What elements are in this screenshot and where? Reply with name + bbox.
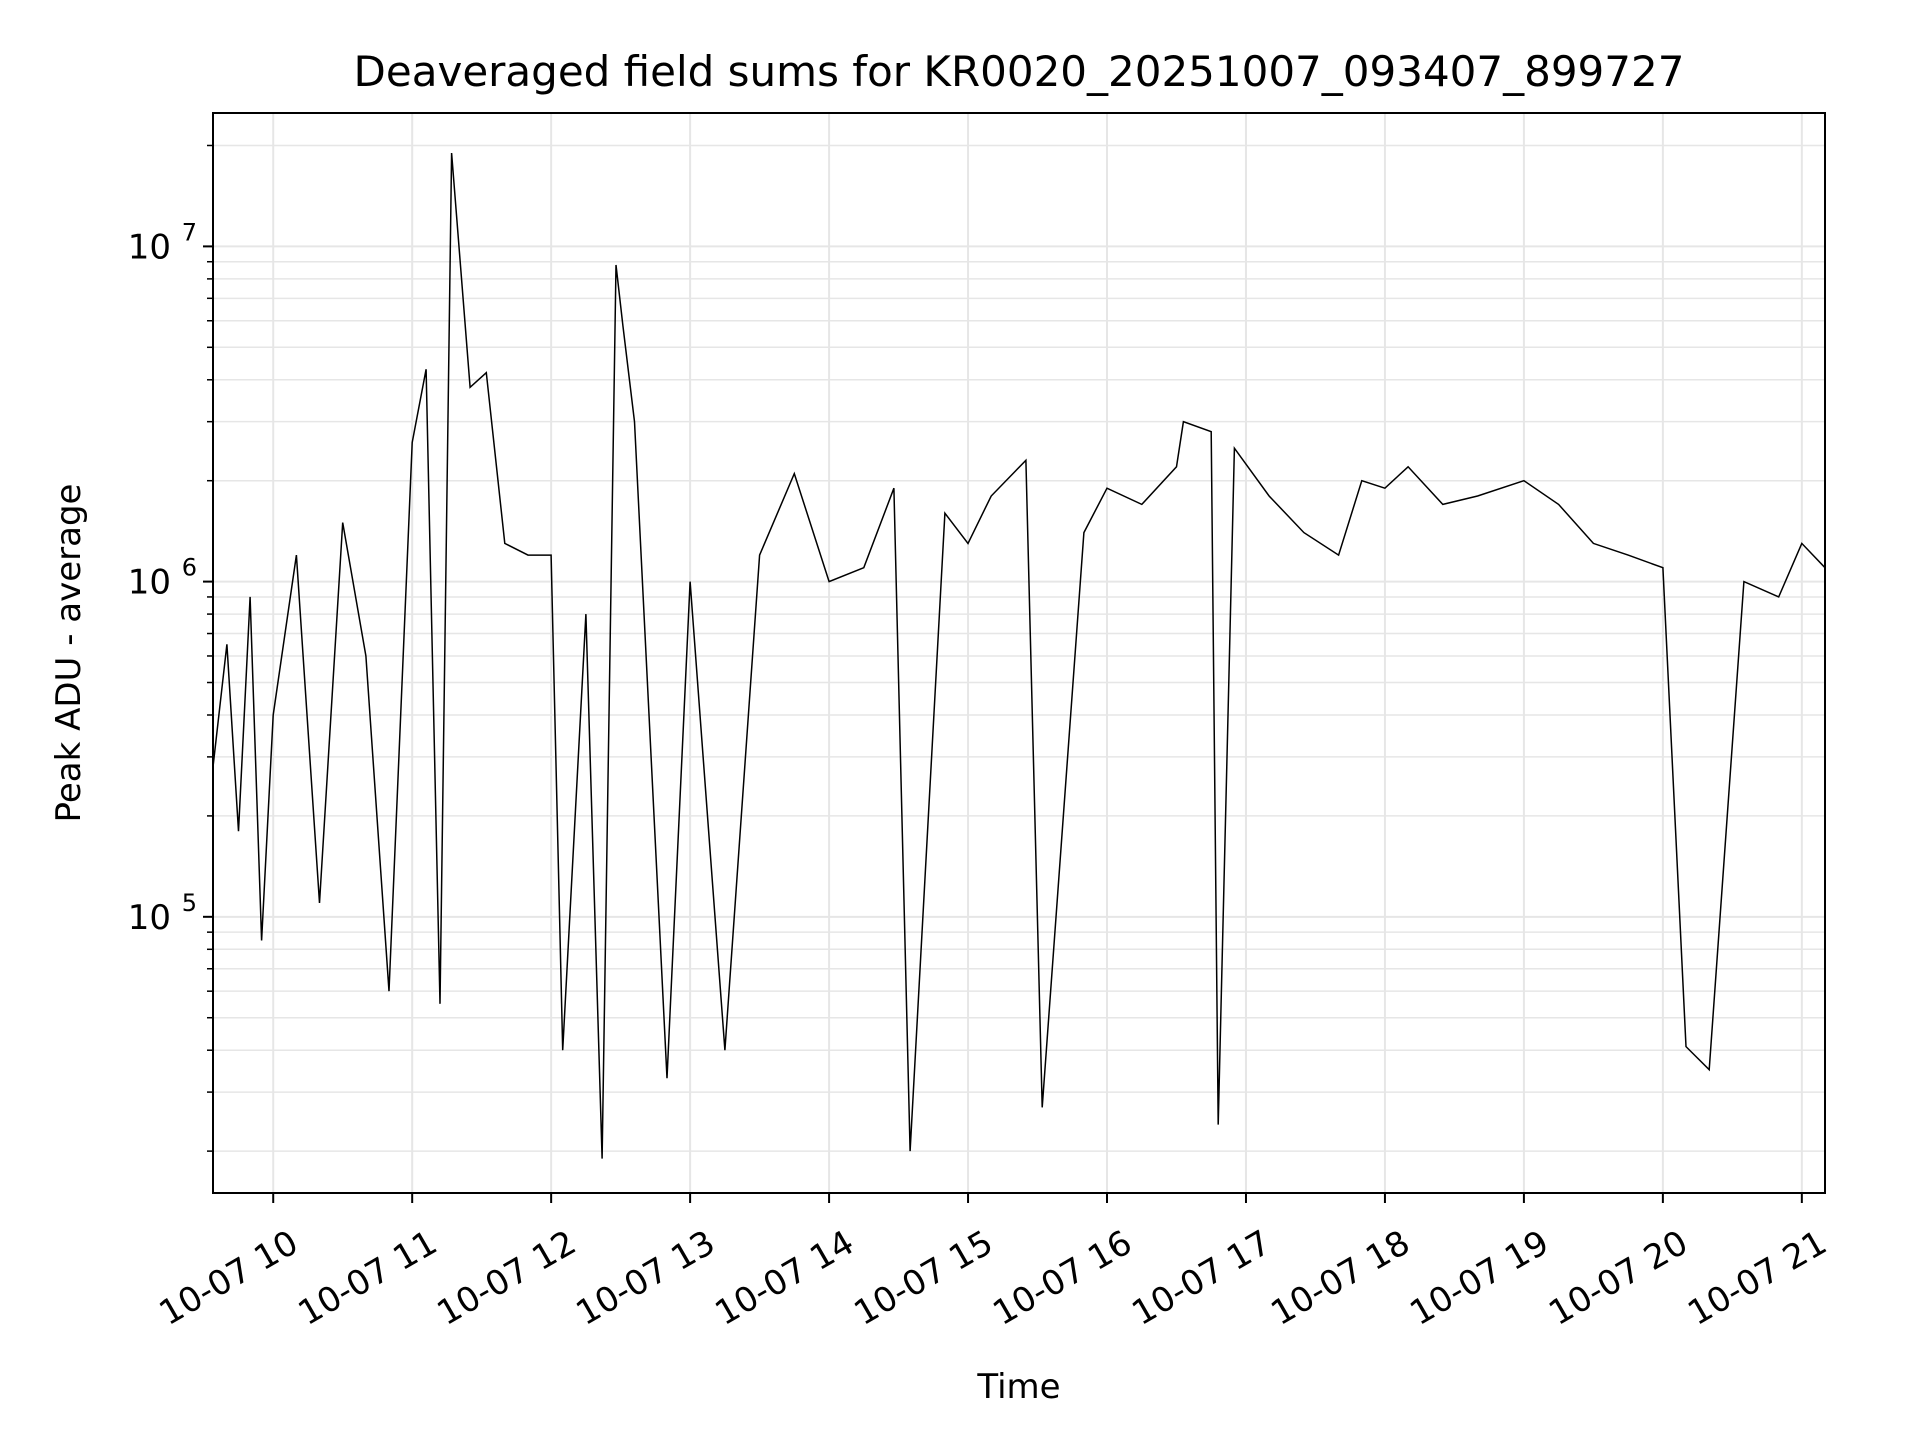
x-tick-label: 10-07 15	[847, 1223, 999, 1334]
series-line	[212, 152, 1826, 1159]
x-tick-label: 10-07 19	[1403, 1223, 1555, 1334]
series-group	[212, 152, 1826, 1159]
minor-grid	[213, 144, 1825, 1152]
x-tick-label: 10-07 17	[1125, 1223, 1277, 1334]
chart-title: Deaveraged field sums for KR0020_2025100…	[354, 47, 1685, 96]
y-tick-label: 10	[128, 227, 171, 267]
major-grid	[213, 113, 1825, 1193]
x-tick-label: 10-07 14	[708, 1223, 860, 1334]
y-tick-label-exponent: 5	[182, 889, 197, 917]
x-tick-label: 10-07 13	[570, 1223, 722, 1334]
plot-frame	[212, 112, 1826, 1194]
y-axis-label: Peak ADU - average	[49, 484, 89, 823]
y-tick-label: 10	[128, 898, 171, 938]
x-axis-label: Time	[976, 1367, 1060, 1407]
x-tick-label: 10-07 21	[1681, 1223, 1833, 1334]
y-tick-label-exponent: 6	[182, 554, 197, 582]
y-tick-label: 10	[128, 563, 171, 603]
x-tick-label: 10-07 16	[986, 1223, 1138, 1334]
x-tick-label: 10-07 18	[1264, 1223, 1416, 1334]
x-tick-label: 10-07 10	[153, 1223, 305, 1334]
x-tick-label: 10-07 11	[292, 1223, 444, 1334]
y-tick-label-exponent: 7	[182, 218, 197, 246]
x-tick-label: 10-07 12	[431, 1223, 583, 1334]
x-tick-label: 10-07 20	[1542, 1223, 1694, 1334]
